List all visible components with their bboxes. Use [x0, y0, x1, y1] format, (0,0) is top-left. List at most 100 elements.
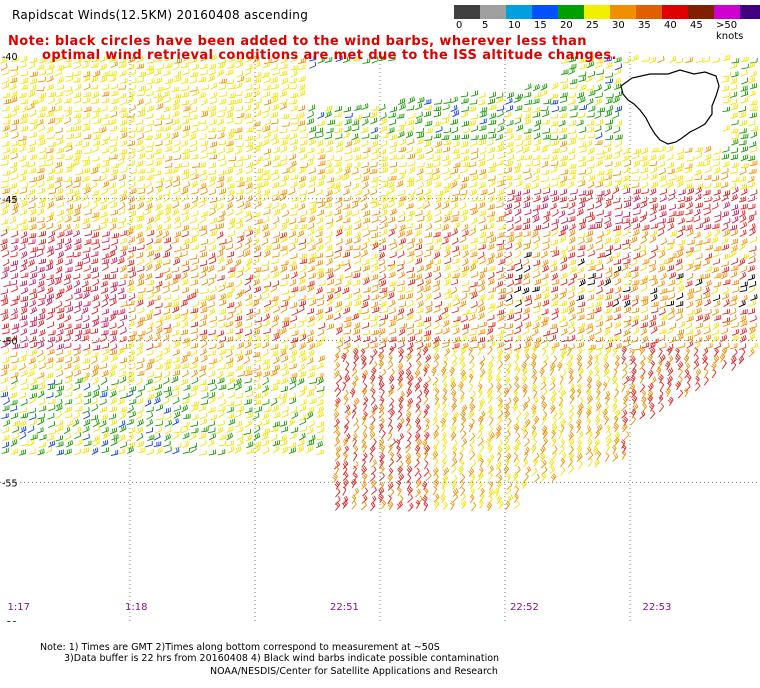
- wind-barb: [361, 373, 367, 384]
- wind-barb: [111, 238, 119, 246]
- wind-barb: [201, 265, 209, 274]
- wind-barb: [2, 188, 10, 194]
- wind-barb: [453, 298, 461, 307]
- wind-barb: [47, 379, 56, 386]
- wind-barb: [695, 202, 703, 209]
- wind-barb: [361, 259, 370, 266]
- wind-barb: [181, 309, 189, 316]
- wind-barb: [488, 162, 497, 169]
- wind-barb: [208, 110, 216, 118]
- wind-barb: [163, 83, 171, 91]
- wind-barb: [444, 244, 452, 252]
- wind-barb: [218, 281, 226, 288]
- wind-barb: [685, 382, 691, 392]
- wind-barb: [478, 272, 486, 281]
- wind-barb: [163, 132, 171, 141]
- wind-barb: [20, 320, 28, 328]
- wind-barb: [442, 501, 448, 511]
- wind-barb: [416, 389, 423, 399]
- wind-barb: [65, 266, 73, 273]
- wind-barb: [504, 410, 511, 420]
- wind-barb: [388, 200, 396, 208]
- wind-barb: [362, 336, 371, 343]
- wind-barb: [487, 495, 493, 505]
- wind-barb: [9, 216, 17, 224]
- wind-barb: [108, 196, 116, 204]
- wind-barb: [272, 379, 281, 386]
- wind-barb: [334, 418, 340, 428]
- wind-barb: [640, 322, 648, 329]
- wind-barb: [333, 410, 340, 420]
- wind-barb: [333, 111, 342, 118]
- wind-barb: [280, 145, 288, 153]
- wind-barb: [317, 179, 325, 188]
- wind-barb: [388, 55, 396, 62]
- wind-barb: [271, 103, 280, 111]
- wind-barb: [244, 176, 253, 183]
- wind-barb: [398, 210, 406, 218]
- wind-barb: [126, 341, 134, 349]
- wind-barb: [208, 63, 217, 70]
- wind-barb: [560, 203, 569, 209]
- wind-barb: [433, 121, 441, 127]
- wind-barb: [210, 384, 218, 392]
- wind-barb: [370, 117, 378, 125]
- wind-barb: [729, 62, 738, 69]
- wind-barb: [345, 245, 353, 252]
- wind-barb: [361, 140, 369, 148]
- wind-barb: [614, 277, 622, 286]
- wind-barb: [496, 334, 504, 343]
- wind-barb: [378, 55, 387, 62]
- wind-barb: [459, 480, 465, 490]
- wind-barb: [503, 387, 510, 397]
- wind-barb: [594, 111, 602, 120]
- wind-barb: [613, 237, 620, 245]
- wind-barb: [370, 253, 378, 260]
- wind-barb: [469, 451, 476, 461]
- wind-barb: [336, 374, 343, 384]
- wind-barb: [342, 437, 349, 447]
- wind-barb: [478, 201, 486, 209]
- wind-barb: [91, 272, 100, 280]
- wind-barb: [469, 330, 477, 336]
- wind-barb: [542, 354, 549, 364]
- wind-barb: [46, 110, 54, 118]
- wind-barb: [452, 140, 460, 148]
- wind-barb: [396, 154, 405, 160]
- wind-barb: [306, 336, 314, 344]
- wind-barb: [721, 223, 729, 232]
- wind-barb: [450, 424, 457, 435]
- wind-barb: [181, 320, 189, 329]
- wind-barb: [677, 389, 684, 399]
- wind-barb: [361, 432, 368, 442]
- wind-barb: [462, 258, 469, 267]
- wind-barb: [624, 306, 632, 314]
- wind-barb: [145, 263, 153, 272]
- wind-barb: [623, 57, 631, 64]
- wind-barb: [479, 231, 487, 239]
- wind-barb: [307, 228, 315, 237]
- wind-barb: [471, 342, 479, 349]
- wind-barb: [19, 426, 27, 434]
- wind-barb: [668, 292, 676, 300]
- wind-barb: [155, 140, 163, 147]
- wind-barb: [560, 307, 569, 314]
- wind-barb: [135, 222, 143, 231]
- wind-barb: [64, 155, 73, 161]
- wind-barb: [740, 146, 749, 153]
- wind-barb: [551, 307, 559, 316]
- wind-barb: [108, 273, 117, 280]
- wind-barb: [73, 61, 82, 70]
- colorbar-labels: 0 5 10 15 20 25 30 35 40 45 >50 knots: [454, 20, 760, 42]
- wind-barb: [477, 154, 486, 162]
- wind-barb: [452, 488, 459, 497]
- wind-barb: [398, 169, 407, 175]
- wind-barb: [29, 396, 36, 405]
- wind-barb: [379, 140, 388, 148]
- wind-barb: [28, 232, 37, 239]
- wind-barb: [531, 328, 539, 337]
- wind-barb: [0, 376, 9, 384]
- wind-barb: [83, 148, 92, 155]
- wind-barb: [344, 229, 353, 237]
- wind-barb: [605, 336, 613, 344]
